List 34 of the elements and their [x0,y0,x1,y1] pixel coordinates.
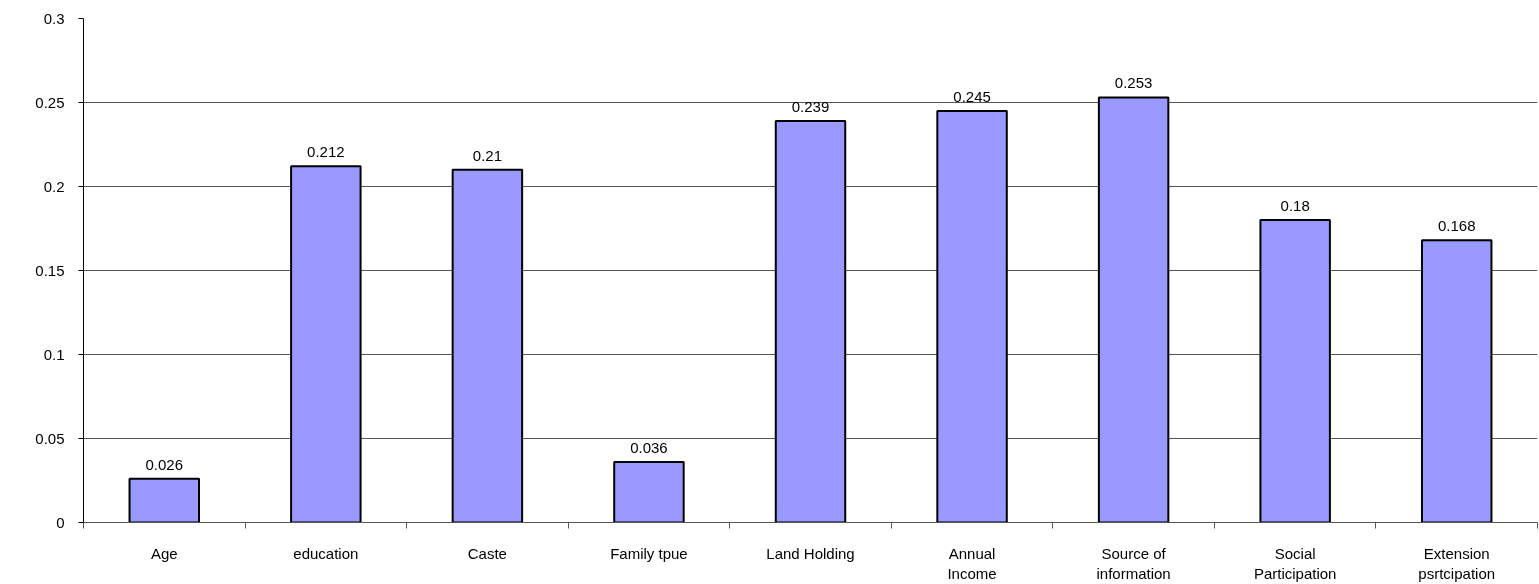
x-tick-label: Age [150,544,178,562]
bar [774,119,847,523]
bar [936,109,1008,523]
x-tick-label: Family tpue [610,544,688,562]
data-label: 0.21 [472,146,502,164]
y-tick-label: 0.25 [35,93,65,111]
data-label: 0.168 [1437,217,1476,235]
bar [451,168,524,523]
data-label: 0.253 [1114,74,1153,92]
data-label: 0.026 [145,455,184,473]
x-tick-label: Social Participation [1253,544,1337,582]
bar [290,165,362,523]
x-tick-label: education [293,544,359,562]
data-label: 0.239 [791,97,830,115]
y-tick-label: 0.1 [43,345,65,363]
x-tick-label: Extension psrtcipation [1418,544,1496,582]
y-tick-label: 0.2 [43,177,65,195]
x-tick-label: Annual Income [947,544,997,582]
x-tick-label: Caste [467,544,507,562]
data-label: 0.18 [1280,197,1310,215]
bar [1097,96,1170,523]
x-tick-label: Source of information [1096,544,1171,582]
bar [128,477,201,523]
data-label: 0.245 [953,87,991,105]
y-tick-label: 0 [56,513,65,531]
x-tick-label: Land Holding [766,544,855,562]
bar [1420,239,1493,523]
data-label: 0.036 [630,439,668,457]
y-tick-label: 0.15 [35,261,65,279]
y-tick-label: 0.3 [43,9,65,27]
data-label: 0.212 [307,143,345,161]
y-tick-label: 0.05 [35,429,65,447]
bar [1259,219,1331,523]
bar [613,461,685,523]
